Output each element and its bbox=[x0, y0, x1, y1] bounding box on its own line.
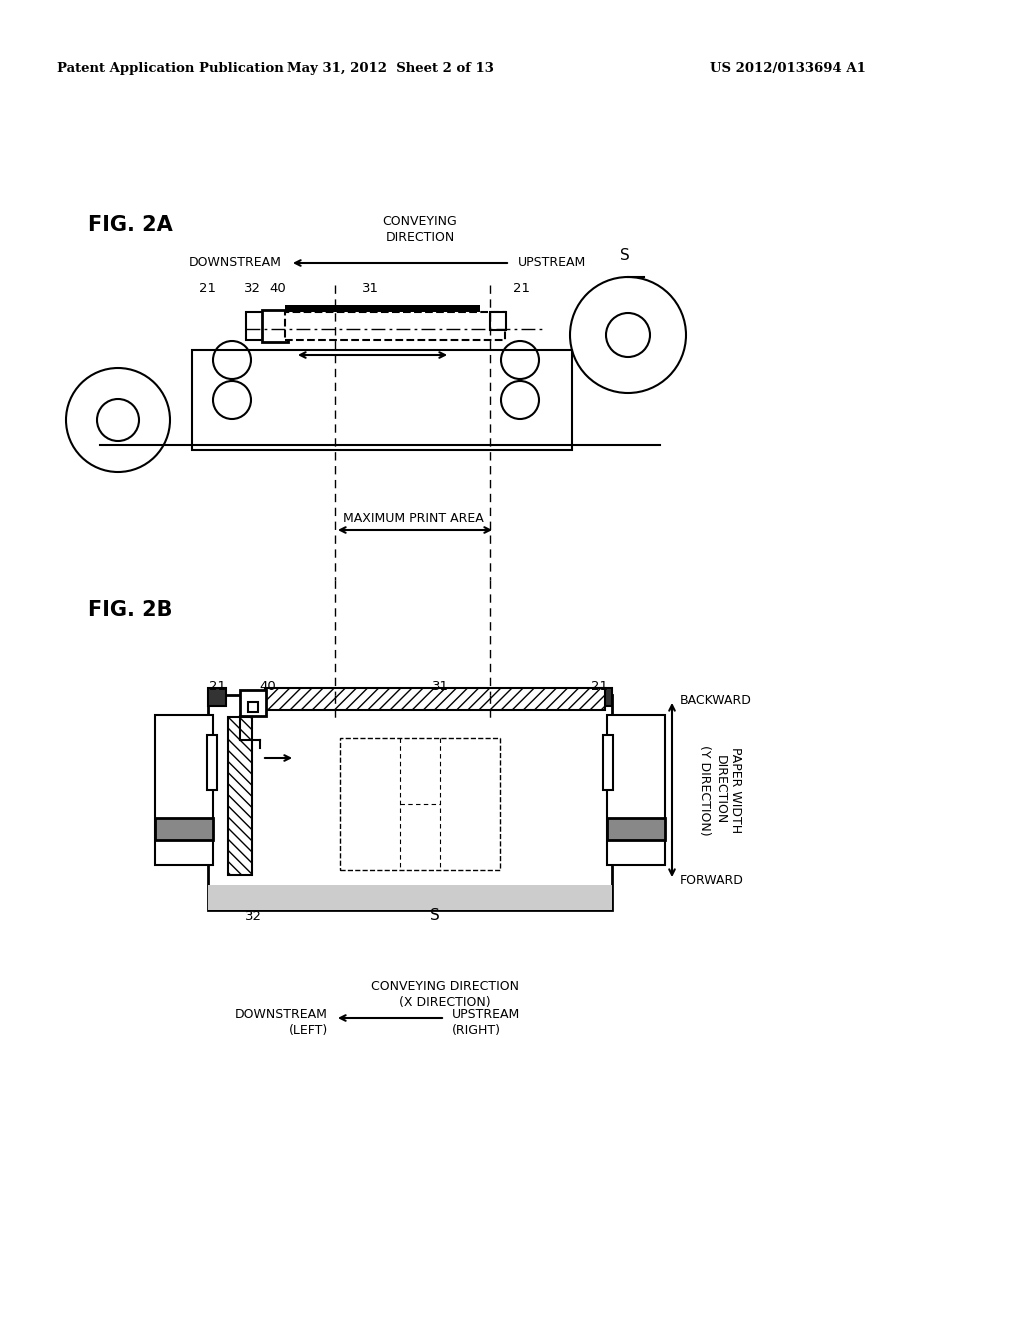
Text: 31: 31 bbox=[431, 680, 449, 693]
Bar bbox=[207, 735, 217, 789]
Text: FORWARD: FORWARD bbox=[680, 874, 743, 887]
Text: CONVEYING DIRECTION
(X DIRECTION): CONVEYING DIRECTION (X DIRECTION) bbox=[371, 979, 519, 1008]
Text: CONVEYING
DIRECTION: CONVEYING DIRECTION bbox=[383, 215, 458, 244]
Bar bbox=[246, 312, 264, 341]
Text: MAXIMUM PRINT AREA: MAXIMUM PRINT AREA bbox=[343, 512, 483, 525]
Text: Patent Application Publication: Patent Application Publication bbox=[57, 62, 284, 75]
Bar bbox=[265, 688, 605, 710]
Bar bbox=[265, 688, 605, 710]
Bar bbox=[240, 690, 266, 715]
Bar bbox=[248, 702, 258, 711]
Text: US 2012/0133694 A1: US 2012/0133694 A1 bbox=[710, 62, 866, 75]
Bar bbox=[208, 696, 612, 909]
Text: 40: 40 bbox=[260, 680, 276, 693]
Text: BACKWARD: BACKWARD bbox=[680, 693, 752, 706]
Bar bbox=[490, 312, 506, 330]
Text: May 31, 2012  Sheet 2 of 13: May 31, 2012 Sheet 2 of 13 bbox=[287, 62, 494, 75]
Text: 32: 32 bbox=[245, 909, 262, 923]
Text: 21: 21 bbox=[199, 282, 215, 294]
Bar bbox=[155, 715, 213, 865]
Text: FIG. 2B: FIG. 2B bbox=[88, 601, 172, 620]
Text: UPSTREAM
(RIGHT): UPSTREAM (RIGHT) bbox=[452, 1008, 520, 1038]
Text: 31: 31 bbox=[361, 282, 379, 294]
Bar bbox=[262, 310, 288, 342]
Text: FIG. 2A: FIG. 2A bbox=[88, 215, 173, 235]
Bar bbox=[607, 715, 665, 865]
Bar bbox=[193, 350, 572, 450]
Text: 21: 21 bbox=[210, 680, 226, 693]
Text: 21: 21 bbox=[513, 282, 530, 294]
Text: 32: 32 bbox=[244, 282, 260, 294]
Text: PAPER WIDTH
DIRECTION
(Y DIRECTION): PAPER WIDTH DIRECTION (Y DIRECTION) bbox=[698, 744, 741, 836]
Bar bbox=[208, 884, 612, 909]
Text: DOWNSTREAM
(LEFT): DOWNSTREAM (LEFT) bbox=[236, 1008, 328, 1038]
Text: 21: 21 bbox=[592, 680, 608, 693]
Text: UPSTREAM: UPSTREAM bbox=[518, 256, 587, 269]
Text: 40: 40 bbox=[269, 282, 287, 294]
Bar bbox=[607, 818, 665, 840]
Bar bbox=[228, 717, 252, 875]
Bar bbox=[155, 818, 213, 840]
Bar bbox=[228, 717, 252, 875]
Bar bbox=[285, 312, 505, 341]
Text: S: S bbox=[430, 908, 439, 923]
Bar bbox=[603, 735, 613, 789]
Bar bbox=[208, 688, 226, 706]
Text: DOWNSTREAM: DOWNSTREAM bbox=[189, 256, 282, 269]
Bar bbox=[340, 738, 500, 870]
Bar bbox=[594, 688, 612, 706]
Bar bbox=[285, 305, 480, 315]
Text: S: S bbox=[620, 248, 630, 263]
